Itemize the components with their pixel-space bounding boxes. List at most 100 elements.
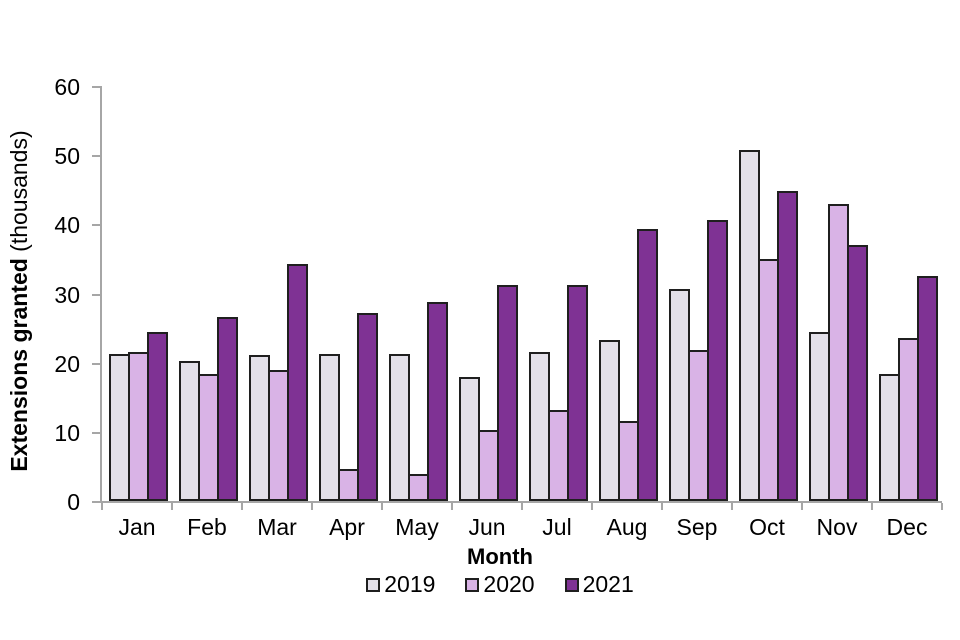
x-tick-label-aug: Aug: [606, 514, 648, 540]
bar-2021-feb: [216, 317, 238, 501]
bar-group-jan: Jan: [102, 86, 172, 540]
bar-2020-apr: [337, 468, 359, 501]
bar-2020-jun: [477, 429, 499, 501]
bar-2021-apr: [356, 312, 378, 501]
y-axis-title-main: Extensions granted: [6, 258, 32, 472]
bar-2021-jul: [566, 284, 588, 501]
bar-2020-nov: [827, 204, 849, 501]
bar-2020-dec: [897, 337, 919, 501]
x-axis-title: Month: [467, 544, 533, 569]
x-tick-label-mar: Mar: [257, 514, 297, 540]
bar-2020-aug: [617, 420, 639, 501]
y-tick-mark: [92, 362, 100, 365]
y-tick-mark: [92, 86, 100, 88]
x-tick-label-sep: Sep: [676, 514, 718, 540]
x-tick-mark: [170, 503, 173, 510]
x-tick-mark: [240, 503, 243, 510]
legend-item-2020: 2020: [465, 571, 535, 598]
x-tick-mark: [591, 503, 593, 510]
bar-2020-may: [407, 474, 429, 501]
y-axis-title: Extensions granted (thousands): [6, 130, 33, 472]
bar-2019-sep: [668, 288, 690, 501]
bar-group-dec: Dec: [872, 86, 942, 540]
bar-2019-aug: [598, 339, 620, 501]
x-tick-label-oct: Oct: [749, 514, 785, 540]
bar-2019-oct: [738, 149, 760, 501]
bar-2019-jul: [528, 352, 550, 501]
legend-swatch-2019: [366, 577, 381, 592]
bar-2021-sep: [706, 220, 728, 501]
legend-label-2019: 2019: [384, 571, 436, 597]
x-tick-mark: [101, 503, 103, 510]
plot-area: 0 10 20 30 40 50 60 Jan Feb Mar Apr May Jun Jul Aug Se…: [54, 74, 943, 540]
bar-2020-mar: [267, 369, 289, 501]
bar-group-feb: Feb: [172, 86, 242, 540]
bar-2021-mar: [286, 263, 308, 501]
bar-groups: Jan Feb Mar Apr May Jun Jul Aug Sep Oct Nov Dec: [102, 86, 942, 540]
x-tick-label-feb: Feb: [187, 514, 227, 540]
x-tick-mark: [801, 503, 803, 510]
bar-group-mar: Mar: [242, 86, 312, 540]
bar-2020-jan: [127, 352, 149, 501]
x-tick-label-dec: Dec: [886, 514, 928, 540]
y-tick-label: 40: [54, 212, 80, 239]
x-tick-label-jan: Jan: [118, 514, 156, 540]
bar-2019-apr: [318, 353, 340, 501]
bar-2021-aug: [636, 229, 658, 501]
bar-2019-may: [388, 354, 410, 501]
legend-swatch-2021: [564, 577, 579, 592]
legend-swatch-2020: [465, 577, 480, 592]
bar-2021-nov: [846, 245, 868, 501]
y-tick-mark: [92, 431, 100, 434]
y-tick-label: 10: [54, 419, 80, 446]
x-tick-mark: [380, 503, 383, 510]
x-tick-mark: [731, 503, 733, 510]
bar-2020-feb: [197, 374, 219, 501]
x-tick-mark: [311, 503, 313, 510]
bar-group-may: May: [382, 86, 452, 540]
bar-group-sep: Sep: [662, 86, 732, 540]
bar-2021-jan: [146, 332, 168, 501]
legend-item-2021: 2021: [564, 571, 634, 598]
y-tick-mark: [92, 155, 100, 158]
bar-2021-jun: [496, 284, 518, 501]
bar-2020-oct: [757, 258, 779, 501]
y-tick-label: 20: [54, 350, 80, 377]
legend-item-2019: 2019: [366, 571, 435, 598]
bar-2020-jul: [547, 410, 569, 501]
bar-2019-nov: [808, 332, 830, 501]
bar-group-nov: Nov: [802, 86, 872, 540]
bar-group-jul: Jul: [522, 86, 592, 540]
legend-label-2021: 2021: [582, 571, 634, 597]
y-tick-label: 0: [67, 489, 80, 515]
x-tick-label-jun: Jun: [468, 514, 506, 540]
y-tick-label: 30: [54, 281, 80, 308]
bar-2019-feb: [178, 361, 200, 501]
y-tick-mark: [92, 224, 100, 227]
x-tick-label-jul: Jul: [542, 514, 572, 540]
x-tick-mark: [521, 503, 523, 510]
x-tick-label-nov: Nov: [816, 514, 858, 540]
y-tick-label: 60: [54, 74, 80, 100]
y-tick-label: 50: [54, 143, 80, 170]
legend-label-2020: 2020: [483, 571, 535, 597]
bar-2019-jun: [458, 376, 480, 501]
x-tick-mark: [451, 503, 453, 510]
x-tick-mark: [660, 503, 663, 510]
y-tick-mark: [92, 293, 100, 296]
bar-group-apr: Apr: [312, 86, 382, 540]
bar-2019-dec: [878, 373, 900, 501]
bar-group-oct: Oct: [732, 86, 802, 540]
x-tick-label-may: May: [395, 514, 439, 540]
bar-2019-jan: [108, 353, 130, 501]
x-tick-mark: [941, 503, 943, 510]
x-tick-mark: [871, 503, 873, 510]
legend: 2019 2020 2021: [100, 571, 900, 598]
y-tick-mark: [92, 501, 100, 503]
bar-2021-oct: [776, 191, 798, 501]
x-tick-label-apr: Apr: [329, 514, 365, 540]
bar-2020-sep: [687, 350, 709, 501]
bar-2021-may: [426, 301, 448, 501]
bar-group-aug: Aug: [592, 86, 662, 540]
bar-group-jun: Jun: [452, 86, 522, 540]
